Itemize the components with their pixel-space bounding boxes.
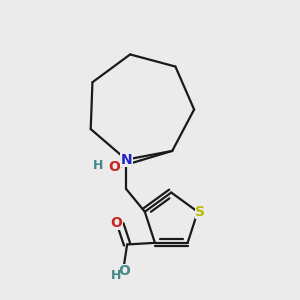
Text: N: N [120,153,132,166]
Text: H: H [92,159,103,172]
Text: S: S [195,205,205,219]
Text: H: H [111,269,121,282]
Text: O: O [110,216,122,230]
Text: O: O [108,160,120,174]
Text: O: O [118,264,130,278]
